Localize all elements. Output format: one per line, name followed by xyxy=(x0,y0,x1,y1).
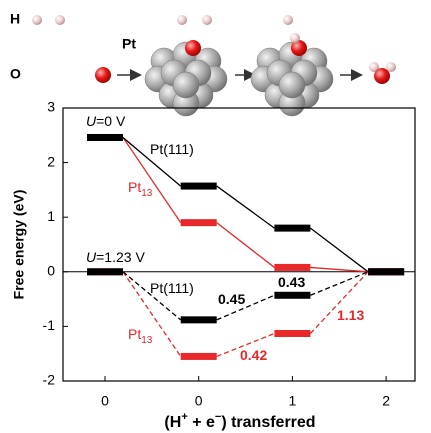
o-atom xyxy=(95,67,111,83)
x-tick-label: 1 xyxy=(289,393,297,409)
chart: -2 -1 0 1 2 3 0 0 1 2 Free energy (eV) (H+ + e−) tr… xyxy=(11,99,416,431)
x-axis-label-part: + xyxy=(181,411,187,423)
annotation-text: 1.13 xyxy=(337,307,364,323)
annotation: U=0 V xyxy=(86,113,126,129)
energy-level xyxy=(180,182,217,190)
y-tick-label: -1 xyxy=(43,317,56,333)
annotation: 0.45 xyxy=(218,291,245,307)
x-axis-label: (H+ + e−) transferred xyxy=(164,411,315,431)
annotation-text: =1.23 V xyxy=(96,249,145,265)
water xyxy=(369,62,396,84)
annotation: 1.13 xyxy=(337,307,364,323)
annotation-text: 0.42 xyxy=(240,347,267,363)
annotation-text: Pt(111) xyxy=(150,141,194,157)
pt-cluster xyxy=(250,33,334,117)
y-tick-label: 0 xyxy=(47,263,55,279)
energy-level xyxy=(180,352,217,360)
connector xyxy=(310,271,369,296)
connector xyxy=(309,271,369,334)
connector xyxy=(216,222,275,268)
h-atoms xyxy=(32,15,293,25)
annotation-text: 0.45 xyxy=(218,291,245,307)
annotation: Pt13 xyxy=(128,326,153,346)
energy-level xyxy=(274,329,311,337)
connector xyxy=(122,271,182,321)
h-label: H xyxy=(10,11,20,27)
annotation-text: Pt(111) xyxy=(150,280,194,296)
connector xyxy=(122,271,182,357)
x-axis-label-part: ) transferred xyxy=(221,414,315,431)
connector xyxy=(216,294,275,321)
x-tick-label: 0 xyxy=(195,393,203,409)
pt-label: Pt xyxy=(122,36,136,52)
annotation-text: Pt xyxy=(128,179,141,195)
energy-level xyxy=(274,224,311,232)
connector xyxy=(122,137,182,224)
annotation-text: 0.43 xyxy=(278,274,305,290)
annotation: 0.43 xyxy=(278,274,305,290)
energy-level xyxy=(180,219,217,227)
annotation-text: Pt xyxy=(128,326,141,342)
plot-frame xyxy=(62,107,416,382)
x-tick-label: 2 xyxy=(382,393,390,409)
x-axis-label-part: − xyxy=(215,411,221,423)
connector xyxy=(122,136,182,187)
pt-cluster xyxy=(144,40,228,117)
connector xyxy=(216,332,275,358)
energy-level xyxy=(180,316,217,324)
annotation: Pt13 xyxy=(128,179,153,199)
annotation: U=1.23 V xyxy=(86,249,145,265)
y-tick-label: 1 xyxy=(47,208,55,224)
o-label: O xyxy=(10,66,21,82)
annotation-italic: U xyxy=(86,113,97,129)
x-axis-label-part: (H xyxy=(164,414,181,431)
annotation: Pt(111) xyxy=(150,141,194,157)
annotation: Pt(111) xyxy=(150,280,194,296)
connector xyxy=(310,227,369,273)
y-tick-label: 3 xyxy=(47,99,55,115)
connector xyxy=(216,185,275,229)
x-axis-label-part: + e xyxy=(188,414,215,431)
energy-level xyxy=(274,291,311,299)
annotation-sub: 13 xyxy=(141,188,153,199)
connector xyxy=(310,266,369,273)
y-tick-label: 2 xyxy=(47,153,55,169)
annotation: 0.42 xyxy=(240,347,267,363)
energy-level xyxy=(368,268,405,276)
energy-level xyxy=(87,133,123,141)
annotation-italic: U xyxy=(86,249,97,265)
energy-level xyxy=(274,263,311,271)
y-axis-label: Free energy (eV) xyxy=(11,190,27,300)
annotation-sub: 13 xyxy=(141,335,153,346)
illustration: H O Pt xyxy=(10,11,396,117)
energy-level xyxy=(87,268,123,276)
x-tick-label: 0 xyxy=(101,393,109,409)
y-tick-label: -2 xyxy=(43,372,56,388)
annotation-text: =0 V xyxy=(96,113,126,129)
